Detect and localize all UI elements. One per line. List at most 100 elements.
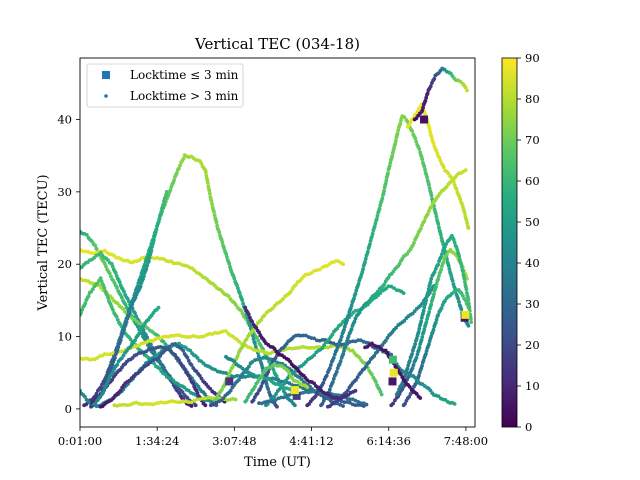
point <box>383 338 388 343</box>
point <box>459 264 464 269</box>
point <box>429 276 434 281</box>
point <box>364 402 369 407</box>
point <box>153 357 158 362</box>
point <box>105 381 110 386</box>
point <box>341 404 345 408</box>
point <box>433 320 438 325</box>
point <box>349 327 354 332</box>
point <box>168 188 173 192</box>
point <box>431 327 436 332</box>
point <box>93 401 98 406</box>
point <box>393 141 398 146</box>
point <box>463 85 468 90</box>
legend-label-short-lock: Locktime ≤ 3 min <box>130 68 239 82</box>
point <box>417 147 422 151</box>
point <box>425 212 430 217</box>
point <box>189 400 194 405</box>
point <box>121 353 126 358</box>
point <box>327 387 332 392</box>
point <box>386 171 390 176</box>
point <box>110 264 115 269</box>
point <box>411 363 416 367</box>
point <box>301 333 306 338</box>
point <box>195 391 200 395</box>
point <box>141 324 146 329</box>
point <box>431 141 436 146</box>
legend-label-long-lock: Locktime > 3 min <box>130 89 239 103</box>
point <box>303 272 308 277</box>
point <box>221 329 226 334</box>
point <box>401 291 406 296</box>
pass-6 <box>80 329 384 397</box>
point <box>191 381 195 385</box>
pass-13 <box>213 259 345 403</box>
point <box>134 314 139 318</box>
point <box>208 396 213 400</box>
point <box>102 352 107 356</box>
point <box>356 338 361 343</box>
point <box>282 381 287 386</box>
point <box>428 280 433 284</box>
point <box>427 126 432 131</box>
point <box>418 396 423 400</box>
point <box>410 366 415 371</box>
point <box>341 352 346 356</box>
point <box>292 346 297 351</box>
point <box>257 401 261 406</box>
point <box>205 180 210 185</box>
point <box>212 209 216 214</box>
x-axis-ticks: 0:01:00 1:34:24 3:07:48 4:41:12 6:14:36 7:48:… <box>58 427 488 448</box>
point <box>148 342 153 347</box>
point <box>359 401 363 406</box>
point <box>199 161 204 166</box>
point <box>208 386 213 391</box>
point <box>161 202 166 207</box>
point <box>460 294 465 298</box>
point <box>374 216 379 221</box>
point <box>466 297 471 302</box>
point <box>221 245 226 250</box>
point <box>185 395 190 400</box>
point <box>416 329 421 334</box>
point <box>402 115 407 120</box>
point <box>419 315 424 320</box>
point <box>303 360 308 364</box>
point <box>152 361 156 365</box>
point <box>317 267 322 272</box>
colorbar-tick-label: 90 <box>525 51 540 65</box>
point <box>115 362 120 367</box>
point <box>443 244 447 249</box>
point <box>439 255 443 259</box>
point <box>424 349 429 353</box>
point <box>338 337 343 342</box>
pass-18 <box>305 114 471 408</box>
point <box>446 264 451 268</box>
point <box>447 267 452 271</box>
point <box>331 376 336 381</box>
point <box>181 348 186 353</box>
point <box>432 77 437 81</box>
point <box>422 164 427 169</box>
point <box>372 354 377 358</box>
point <box>413 375 417 380</box>
point <box>407 358 412 363</box>
point <box>207 332 212 336</box>
point <box>141 276 145 281</box>
x-tick-label: 3:07:48 <box>212 434 256 448</box>
point <box>403 379 407 384</box>
point <box>236 286 240 291</box>
point <box>353 403 358 408</box>
point <box>410 129 415 133</box>
point <box>268 351 272 356</box>
point <box>130 302 135 307</box>
point <box>397 262 402 266</box>
point <box>279 383 283 388</box>
point <box>372 224 377 229</box>
x-axis-label: Time (UT) <box>244 455 311 470</box>
point <box>341 262 345 267</box>
point <box>120 402 125 407</box>
point <box>334 369 339 374</box>
point <box>314 392 319 396</box>
point <box>270 306 275 311</box>
point <box>424 298 429 303</box>
